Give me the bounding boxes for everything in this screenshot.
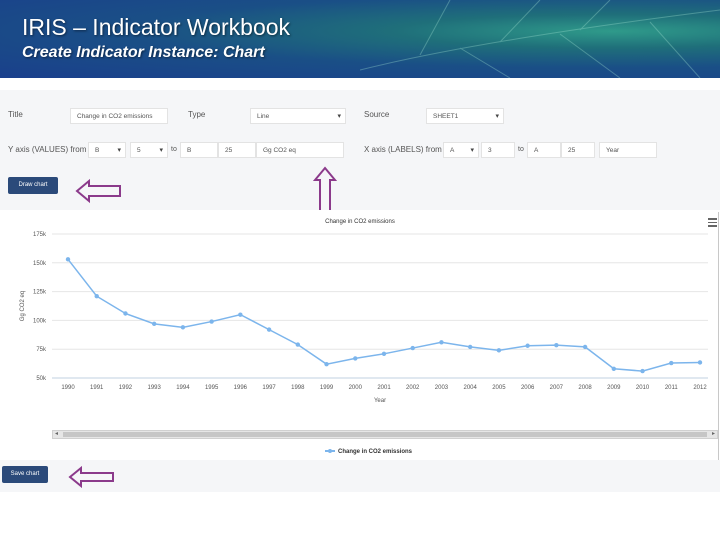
data-point <box>65 257 71 262</box>
y-tick-label: 50k <box>36 376 47 382</box>
up-arrow-annotation <box>313 166 337 213</box>
xaxis-label: X axis (LABELS) from <box>364 145 442 154</box>
draw-chart-button[interactable]: Draw chart <box>8 177 58 194</box>
data-point <box>381 351 387 357</box>
data-point <box>324 361 329 367</box>
x-to-row-input[interactable]: 25 <box>561 142 595 158</box>
x-tick-label: 2006 <box>521 385 535 391</box>
x-tick-label: 1999 <box>320 385 334 391</box>
data-point <box>611 366 617 371</box>
y-unit-input[interactable]: Gg CO2 eq <box>256 142 344 158</box>
x-tick-label: 1998 <box>291 385 305 391</box>
source-select[interactable]: SHEET1 <box>426 108 504 125</box>
header-banner: IRIS – Indicator Workbook Create Indicat… <box>0 0 720 78</box>
data-point <box>151 321 157 327</box>
yaxis-label: Y axis (VALUES) from <box>8 145 87 154</box>
chart-scrollbar[interactable]: ◂ ▸ <box>52 430 718 439</box>
x-tick-label: 2009 <box>607 385 621 391</box>
x-from-col-select[interactable]: A <box>443 142 479 159</box>
chart-menu-icon[interactable] <box>708 218 717 229</box>
data-point <box>496 348 502 353</box>
type-label: Type <box>188 110 206 119</box>
data-point <box>180 325 186 330</box>
data-point <box>410 345 415 351</box>
line-chart: Change in CO2 emissions 50k 75k 100k 125k 150… <box>20 219 708 404</box>
x-tick-label: 2010 <box>636 385 650 391</box>
save-chart-button[interactable]: Save chart <box>2 466 48 483</box>
y-from-col-select[interactable]: B <box>88 142 126 159</box>
chart-title: Change in CO2 emissions <box>325 219 395 225</box>
y-tick-label: 100k <box>33 318 47 324</box>
y-tick-label: 75k <box>36 347 47 353</box>
data-point <box>640 368 645 374</box>
data-point <box>525 343 530 348</box>
x-tick-label: 1995 <box>205 385 219 391</box>
y-to-col-input[interactable]: B <box>180 142 218 158</box>
save-arrow-annotation <box>68 466 114 488</box>
x-tick-label: 2003 <box>435 385 449 391</box>
y-from-row-select[interactable]: 5 <box>130 142 168 159</box>
left-arrow-annotation <box>75 178 121 204</box>
data-point <box>467 344 473 350</box>
x-tick-label: 1994 <box>176 385 190 391</box>
y-to-text: to <box>171 146 177 153</box>
x-tick-label: 1990 <box>61 385 75 391</box>
scrollbar-thumb[interactable] <box>63 432 707 437</box>
data-point <box>266 327 272 332</box>
x-tick-label: 2008 <box>578 385 592 391</box>
x-tick-label: 2005 <box>492 385 506 391</box>
data-point <box>554 342 559 348</box>
x-from-row-input[interactable]: 3 <box>481 142 515 158</box>
title-input[interactable]: Change in CO2 emissions <box>70 108 168 124</box>
data-point <box>238 312 243 317</box>
data-point <box>582 344 588 350</box>
legend-label: Change in CO2 emissions <box>338 449 413 455</box>
page-subtitle: Create Indicator Instance: Chart <box>22 44 265 61</box>
scroll-left-icon[interactable]: ◂ <box>55 431 59 437</box>
x-tick-label: 1996 <box>234 385 248 391</box>
data-point <box>209 319 214 324</box>
leaf-texture <box>360 0 720 78</box>
panel-divider <box>718 212 719 490</box>
chart-panel: Change in CO2 emissions 50k 75k 100k 125k 150… <box>0 210 720 492</box>
x-tick-label: 2002 <box>406 385 420 391</box>
data-point <box>353 356 358 361</box>
data-point <box>697 360 703 365</box>
data-point <box>439 340 444 345</box>
data-point <box>295 342 301 347</box>
save-bar: Save chart <box>0 460 720 492</box>
x-tick-label: 2011 <box>665 385 679 391</box>
title-label: Title <box>8 110 23 119</box>
x-to-text: to <box>518 146 524 153</box>
x-unit-input[interactable]: Year <box>599 142 657 158</box>
y-axis-label: Gg CO2 eq <box>20 291 26 321</box>
page-title: IRIS – Indicator Workbook <box>22 14 291 40</box>
legend-marker-icon <box>325 448 335 453</box>
y-tick-label: 150k <box>33 261 47 267</box>
scroll-right-icon[interactable]: ▸ <box>711 431 715 437</box>
x-to-col-input[interactable]: A <box>527 142 561 158</box>
type-select[interactable]: Line <box>250 108 346 125</box>
x-tick-label: 1993 <box>148 385 162 391</box>
y-tick-label: 175k <box>33 232 47 238</box>
x-tick-label: 2004 <box>464 385 478 391</box>
chart-legend[interactable]: Change in CO2 emissions <box>325 448 413 455</box>
y-tick-label: 125k <box>33 290 47 296</box>
x-tick-label: 2001 <box>377 385 391 391</box>
x-tick-label: 1997 <box>262 385 276 391</box>
x-tick-label: 1991 <box>90 385 104 391</box>
x-tick-label: 2012 <box>693 385 707 391</box>
data-point <box>94 294 99 299</box>
y-to-row-input[interactable]: 25 <box>218 142 256 158</box>
x-tick-label: 1992 <box>119 385 133 391</box>
source-label: Source <box>364 110 390 119</box>
data-point <box>669 360 674 366</box>
x-tick-label: 2000 <box>349 385 363 391</box>
x-axis-label: Year <box>374 398 386 404</box>
data-point <box>123 311 128 316</box>
x-tick-label: 2007 <box>550 385 564 391</box>
